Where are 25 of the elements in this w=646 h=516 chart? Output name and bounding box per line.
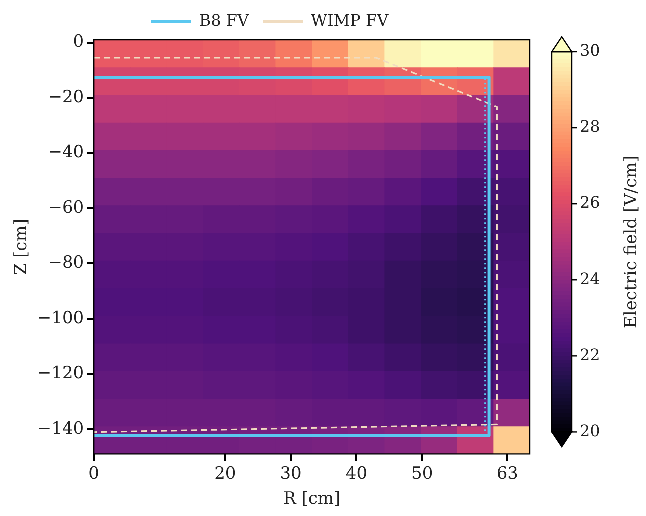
x-tick-label: 30 <box>280 464 302 484</box>
color-bar-label: 30 <box>580 41 600 60</box>
x-tick-label: 50 <box>412 464 434 484</box>
x-tick-label: 63 <box>496 464 518 484</box>
y-tick-label: 0 <box>73 32 84 52</box>
x-tick-label: 0 <box>88 464 100 484</box>
color-bar-label: 24 <box>580 269 600 288</box>
y-tick-label: −140 <box>37 418 84 439</box>
legend-label: B8 FV <box>199 11 250 30</box>
color-bar-label: 22 <box>580 345 600 364</box>
legend-label: WIMP FV <box>311 11 390 30</box>
x-tick-label: 40 <box>346 464 368 484</box>
color-bar-label: 26 <box>580 193 600 212</box>
y-axis-title: Z [cm] <box>12 219 32 276</box>
color-bar-title: Electric field [V/cm] <box>621 156 642 328</box>
y-tick-label: −20 <box>48 87 84 108</box>
x-axis-title: R [cm] <box>283 489 341 510</box>
color-bar-label: 28 <box>580 117 600 136</box>
x-tick-label: 20 <box>214 464 236 484</box>
y-tick-label: −60 <box>48 198 84 218</box>
y-tick-label: −120 <box>37 364 84 384</box>
y-tick-label: −40 <box>48 142 84 163</box>
color-bar-label: 20 <box>580 421 600 440</box>
y-tick-label: −80 <box>48 253 84 274</box>
y-tick-label: −100 <box>37 308 84 328</box>
